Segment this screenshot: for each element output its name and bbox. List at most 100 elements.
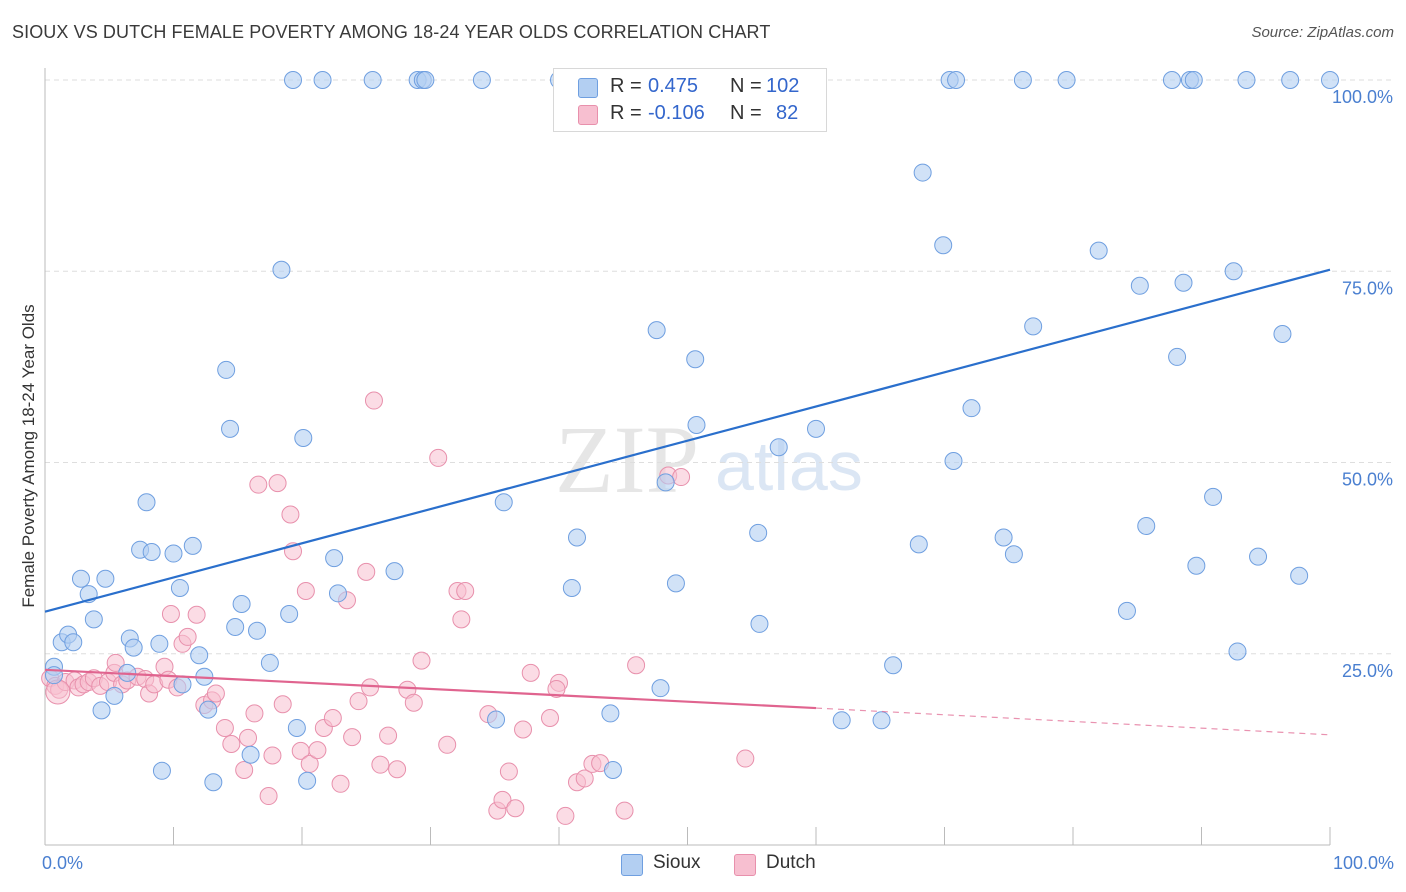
dutch-n-value: 82 [776,102,799,124]
sioux-point [287,718,306,737]
sioux-point [1224,262,1243,281]
sioux-point [1130,276,1149,295]
sioux-point [1089,241,1108,260]
n-label: N = [730,102,762,124]
dutch-point [615,801,634,820]
dutch-point [493,790,512,809]
dutch-swatch [578,105,598,125]
dutch-point [215,718,234,737]
y-tick-label: 50.0% [1342,470,1393,490]
stats-legend: R = 0.475 N = 102 R = -0.106 N = 82 [553,68,827,132]
sioux-point [994,528,1013,547]
dutch-point [452,610,471,629]
trend-lines [44,268,1331,736]
r-label: R = [610,75,642,97]
dutch-point [323,709,342,728]
dutch-point [268,474,287,493]
dutch-point [349,692,368,711]
sioux-point [137,493,156,512]
sioux-point [142,543,161,562]
dutch-point [379,726,398,745]
sioux-point [1013,71,1032,89]
sioux-point [385,562,404,581]
dutch-point [627,656,646,675]
dutch-point [575,769,594,788]
dutch-point [456,582,475,601]
dutch-point [371,755,390,774]
sioux-point [1187,556,1206,575]
watermark: ZIP atlas [555,406,863,513]
dutch-point [281,505,300,524]
dutch-series [41,391,755,825]
sioux-point [1204,487,1223,506]
sioux-point [204,773,223,792]
sioux-point [1281,71,1300,89]
sioux-point [416,71,435,89]
sioux-point [260,653,279,672]
sioux-point [472,71,491,89]
sioux-point [1004,545,1023,564]
sioux-point [164,544,183,563]
sioux-legend-swatch [621,854,643,876]
dutch-point [106,653,125,672]
sioux-point [1057,71,1076,89]
dutch-legend-swatch [734,854,756,876]
dutch-point [239,728,258,747]
sioux-point [884,656,903,675]
sioux-point [363,71,382,89]
dutch-trend-line [44,668,817,710]
sioux-point [92,701,111,720]
dutch-point [429,448,448,467]
sioux-point [750,614,769,633]
sioux-point [1184,71,1203,89]
sioux-point [1117,601,1136,620]
sioux-point [601,704,620,723]
sioux-point [944,451,963,470]
sioux-point [1137,516,1156,535]
sioux-point [647,321,666,340]
dutch-point [308,741,327,760]
sioux-point [686,350,705,369]
r-label: R = [610,102,642,124]
sioux-point [666,574,685,593]
sioux-point [962,399,981,418]
dutch-point [514,720,533,739]
y-tick-label: 25.0% [1342,661,1393,681]
sioux-point [183,536,202,555]
sioux-point [1174,273,1193,292]
dutch-point [235,761,254,780]
sioux-point [232,595,251,614]
sioux-point [487,710,506,729]
watermark-atlas: atlas [715,427,863,505]
source-credit: Source: ZipAtlas.com [1251,24,1394,41]
sioux-point [280,604,299,623]
dutch-point [541,709,560,728]
sioux-point [298,771,317,790]
dutch-point [357,562,376,581]
sioux-point [1228,642,1247,661]
dutch-point [736,749,755,768]
sioux-point [1237,71,1256,89]
sioux-trend-line [44,268,1331,613]
axes [44,68,1331,846]
dutch-point [206,684,225,703]
sioux-point [1321,71,1339,89]
sioux-swatch [578,78,598,98]
sioux-r-value: 0.475 [648,75,699,97]
sioux-n-value: 102 [766,75,800,97]
sioux-point [1162,71,1181,89]
y-tick-label: 100.0% [1332,87,1393,107]
dutch-point [361,678,380,697]
dutch-point [222,735,241,754]
dutch-point [521,663,540,682]
sioux-point [1249,547,1268,566]
sioux-point [749,523,768,542]
dutch-point [412,651,431,670]
dutch-point [45,679,71,705]
sioux-point [226,617,245,636]
sioux-point [807,419,825,438]
sioux-point [494,493,513,512]
dutch-point [556,806,575,825]
sioux-point [152,761,171,780]
dutch-point [547,679,566,698]
